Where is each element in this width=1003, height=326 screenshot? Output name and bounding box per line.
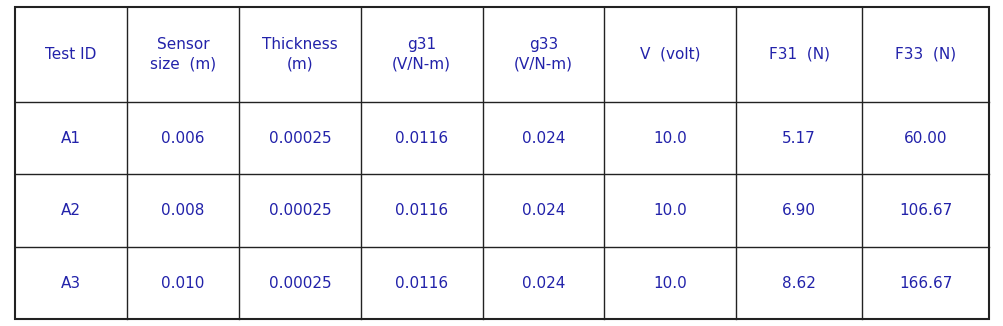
Text: 8.62: 8.62 [781, 276, 815, 291]
Text: 0.0116: 0.0116 [395, 276, 447, 291]
Text: 60.00: 60.00 [903, 131, 947, 146]
Text: 0.00025: 0.00025 [269, 276, 331, 291]
Text: g33
(V/N-m): g33 (V/N-m) [514, 37, 573, 71]
Text: A2: A2 [61, 203, 81, 218]
Text: 0.024: 0.024 [522, 276, 565, 291]
Text: A3: A3 [61, 276, 81, 291]
Text: 6.90: 6.90 [781, 203, 815, 218]
Text: Test ID: Test ID [45, 47, 96, 62]
Text: F33  (N): F33 (N) [895, 47, 955, 62]
Text: 0.00025: 0.00025 [269, 131, 331, 146]
Text: 5.17: 5.17 [781, 131, 815, 146]
Text: 166.67: 166.67 [898, 276, 952, 291]
Text: Sensor
size  (m): Sensor size (m) [149, 37, 216, 71]
Text: 0.006: 0.006 [161, 131, 205, 146]
Text: 0.0116: 0.0116 [395, 203, 447, 218]
Text: A1: A1 [61, 131, 81, 146]
Text: 10.0: 10.0 [653, 203, 686, 218]
Text: 0.00025: 0.00025 [269, 203, 331, 218]
Text: g31
(V/N-m): g31 (V/N-m) [392, 37, 450, 71]
Text: 10.0: 10.0 [653, 131, 686, 146]
Text: 106.67: 106.67 [898, 203, 951, 218]
Text: 0.0116: 0.0116 [395, 131, 447, 146]
Text: 0.024: 0.024 [522, 131, 565, 146]
Text: 0.008: 0.008 [161, 203, 205, 218]
Text: 10.0: 10.0 [653, 276, 686, 291]
Text: F31  (N): F31 (N) [767, 47, 828, 62]
Text: Thickness
(m): Thickness (m) [262, 37, 337, 71]
Text: 0.024: 0.024 [522, 203, 565, 218]
Text: 0.010: 0.010 [161, 276, 205, 291]
Text: V  (volt): V (volt) [639, 47, 699, 62]
